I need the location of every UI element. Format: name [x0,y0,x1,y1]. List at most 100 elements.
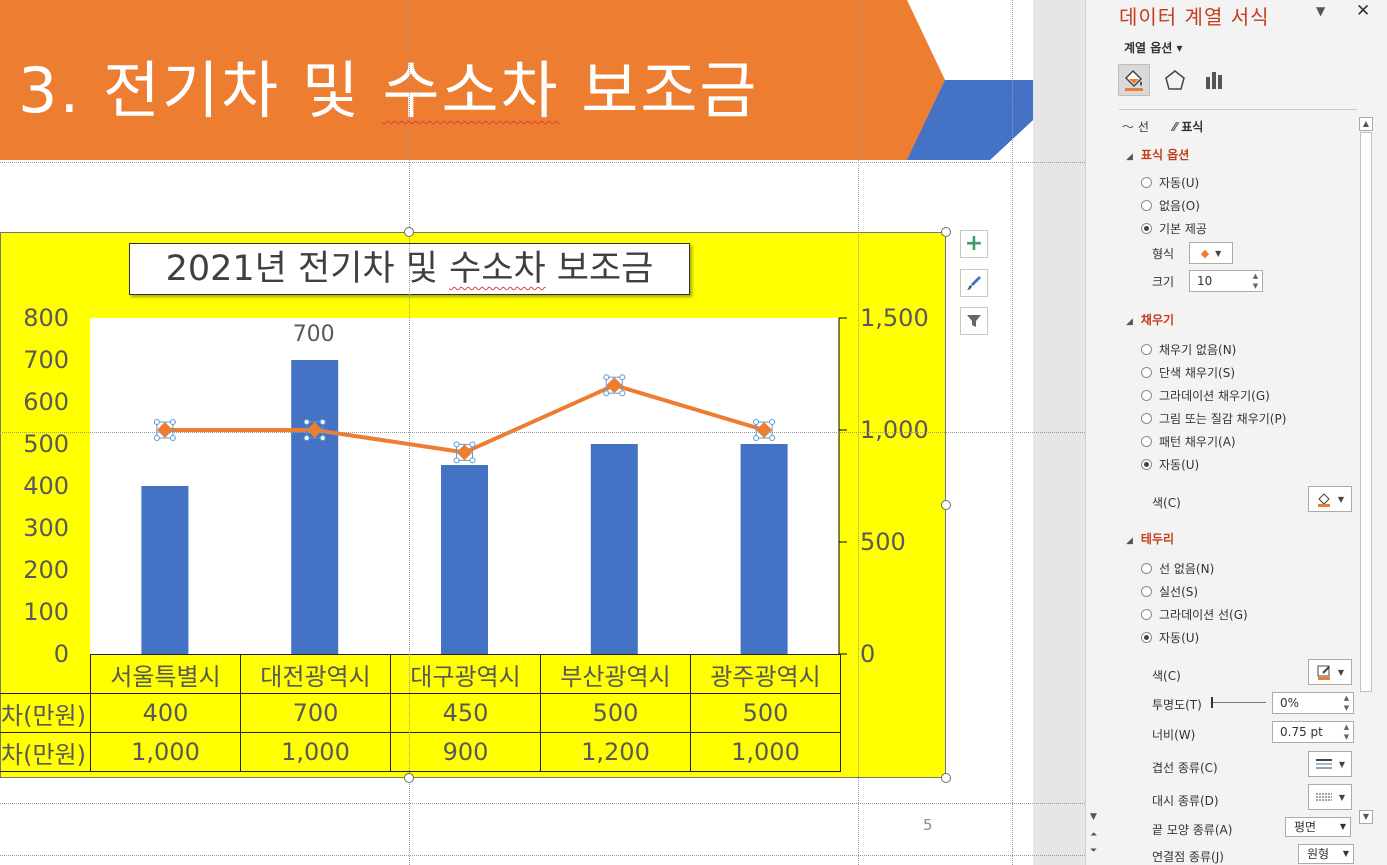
pane-close-button[interactable]: ✕ [1356,1,1370,21]
scrollbar-thumb[interactable] [1360,132,1372,692]
compound-type-dropdown[interactable]: ▼ [1308,751,1352,777]
dash-type-dropdown[interactable]: ▼ [1308,784,1352,810]
scroll-page-up-icon[interactable]: ⏶ [1090,830,1098,840]
marker-type-dropdown[interactable]: ◆ ▼ [1189,242,1233,264]
point-handle[interactable] [169,419,176,425]
radio-button[interactable] [1141,586,1152,597]
pane-menu-button[interactable]: ▼ [1316,4,1325,18]
radio-button[interactable] [1141,436,1152,447]
guide-line[interactable] [0,162,1085,163]
bar[interactable] [590,444,638,654]
guide-line[interactable] [0,803,1085,804]
border-radio-1[interactable]: 선 없음(N) [1141,560,1214,577]
resize-handle[interactable] [941,500,951,510]
scroll-down-arrow-icon[interactable]: ▼ [1090,812,1097,822]
fill-radio-3[interactable]: 그라데이션 채우기(G) [1141,387,1270,404]
transparency-input[interactable]: 0% ▲ ▼ [1272,692,1354,714]
radio-button[interactable] [1141,632,1152,643]
point-handle[interactable] [619,374,626,381]
cap-type-select[interactable]: 평면 ▼ [1285,817,1351,837]
marker-radio-1[interactable]: 자동(U) [1141,174,1199,191]
line-marker[interactable] [156,422,173,438]
line-marker[interactable] [456,444,473,461]
radio-button[interactable] [1141,390,1152,401]
fill-radio-1[interactable]: 채우기 없음(N) [1141,341,1236,358]
guide-line[interactable] [409,0,410,865]
chart-elements-button[interactable]: + [960,230,988,258]
marker-size-input[interactable]: 10 ▲ ▼ [1189,270,1263,292]
radio-button[interactable] [1141,413,1152,424]
radio-button[interactable] [1141,344,1152,355]
fill-line-tab[interactable] [1118,64,1150,96]
point-handle[interactable] [469,457,476,464]
radio-button[interactable] [1141,200,1152,211]
bar[interactable] [740,444,788,654]
point-handle[interactable] [153,435,160,441]
chart-plot[interactable] [1,233,947,779]
slide[interactable]: 3. 전기차 및 수소차 보조금 2021년 전기차 및 수소차 보조금 0 10… [0,0,1033,865]
line-subtab[interactable]: 〜 선 [1122,118,1149,135]
series-options-tab[interactable] [1198,64,1230,96]
point-handle[interactable] [453,441,460,448]
width-input[interactable]: 0.75 pt ▲ ▼ [1272,721,1354,743]
border-radio-3[interactable]: 그라데이션 선(G) [1141,606,1248,623]
resize-handle[interactable] [941,227,951,237]
point-handle[interactable] [753,435,760,441]
effects-tab[interactable] [1159,64,1191,96]
scroll-up-button[interactable]: ▲ [1359,117,1373,131]
point-handle[interactable] [303,435,310,441]
radio-button[interactable] [1141,563,1152,574]
fill-section[interactable]: ◢ 채우기 [1126,311,1174,328]
point-handle[interactable] [303,419,310,425]
radio-button[interactable] [1141,609,1152,620]
marker-radio-3[interactable]: 기본 제공 [1141,220,1207,237]
border-radio-4[interactable]: 자동(U) [1141,629,1199,646]
guide-line[interactable] [858,0,859,865]
point-handle[interactable] [453,457,460,464]
bar-data-label[interactable]: 700 [292,322,335,347]
bar[interactable] [141,486,189,654]
point-handle[interactable] [603,390,610,397]
guide-line[interactable] [0,432,1085,433]
line-marker[interactable] [756,422,773,438]
bar[interactable] [441,465,488,654]
resize-handle[interactable] [941,773,951,783]
scroll-down-button[interactable]: ▼ [1359,810,1373,824]
resize-handle[interactable] [404,773,414,783]
point-handle[interactable] [769,419,776,425]
border-section[interactable]: ◢ 테두리 [1126,530,1174,547]
transparency-slider-thumb[interactable] [1211,697,1213,708]
chart-styles-button[interactable] [960,269,988,297]
format-data-series-pane[interactable]: 데이터 계열 서식 ▼ ✕ 계열 옵션 ▾ 〜 선 ⁄⁄ 표식 ◢ 표식 옵션 자… [1085,0,1387,865]
point-handle[interactable] [469,441,476,448]
point-handle[interactable] [603,374,610,381]
border-radio-2[interactable]: 실선(S) [1141,583,1198,600]
chart-filters-button[interactable] [960,307,988,335]
point-handle[interactable] [753,419,760,425]
spinner-icon[interactable]: ▲ ▼ [1252,272,1259,290]
radio-button[interactable] [1141,367,1152,378]
radio-button[interactable] [1141,177,1152,188]
scroll-page-down-icon[interactable]: ⏷ [1090,846,1098,856]
guide-line[interactable] [0,855,1085,856]
marker-radio-2[interactable]: 없음(O) [1141,197,1200,214]
point-handle[interactable] [769,435,776,441]
slide-editing-area[interactable]: 3. 전기차 및 수소차 보조금 2021년 전기차 및 수소차 보조금 0 10… [0,0,1085,865]
marker-options-section[interactable]: ◢ 표식 옵션 [1126,146,1189,163]
join-type-select[interactable]: 원형 ▼ [1298,844,1354,864]
point-handle[interactable] [169,435,176,441]
slide-title[interactable]: 3. 전기차 및 수소차 보조금 [18,40,758,130]
point-handle[interactable] [319,435,326,441]
transparency-slider[interactable] [1211,702,1266,703]
fill-radio-4[interactable]: 그림 또는 질감 채우기(P) [1141,410,1286,427]
series-line[interactable] [164,383,765,455]
series-options-dropdown[interactable]: 계열 옵션 ▾ [1124,41,1183,55]
line-marker[interactable] [306,422,323,438]
line-marker[interactable] [606,377,623,394]
guide-line[interactable] [1012,0,1013,865]
pane-scrollbar[interactable]: ▲ ▼ [1358,115,1374,865]
fill-radio-5[interactable]: 패턴 채우기(A) [1141,433,1236,450]
chart[interactable]: 2021년 전기차 및 수소차 보조금 0 100 200 300 400 500 600 7… [0,232,946,778]
resize-handle[interactable] [404,227,414,237]
radio-button[interactable] [1141,459,1152,470]
